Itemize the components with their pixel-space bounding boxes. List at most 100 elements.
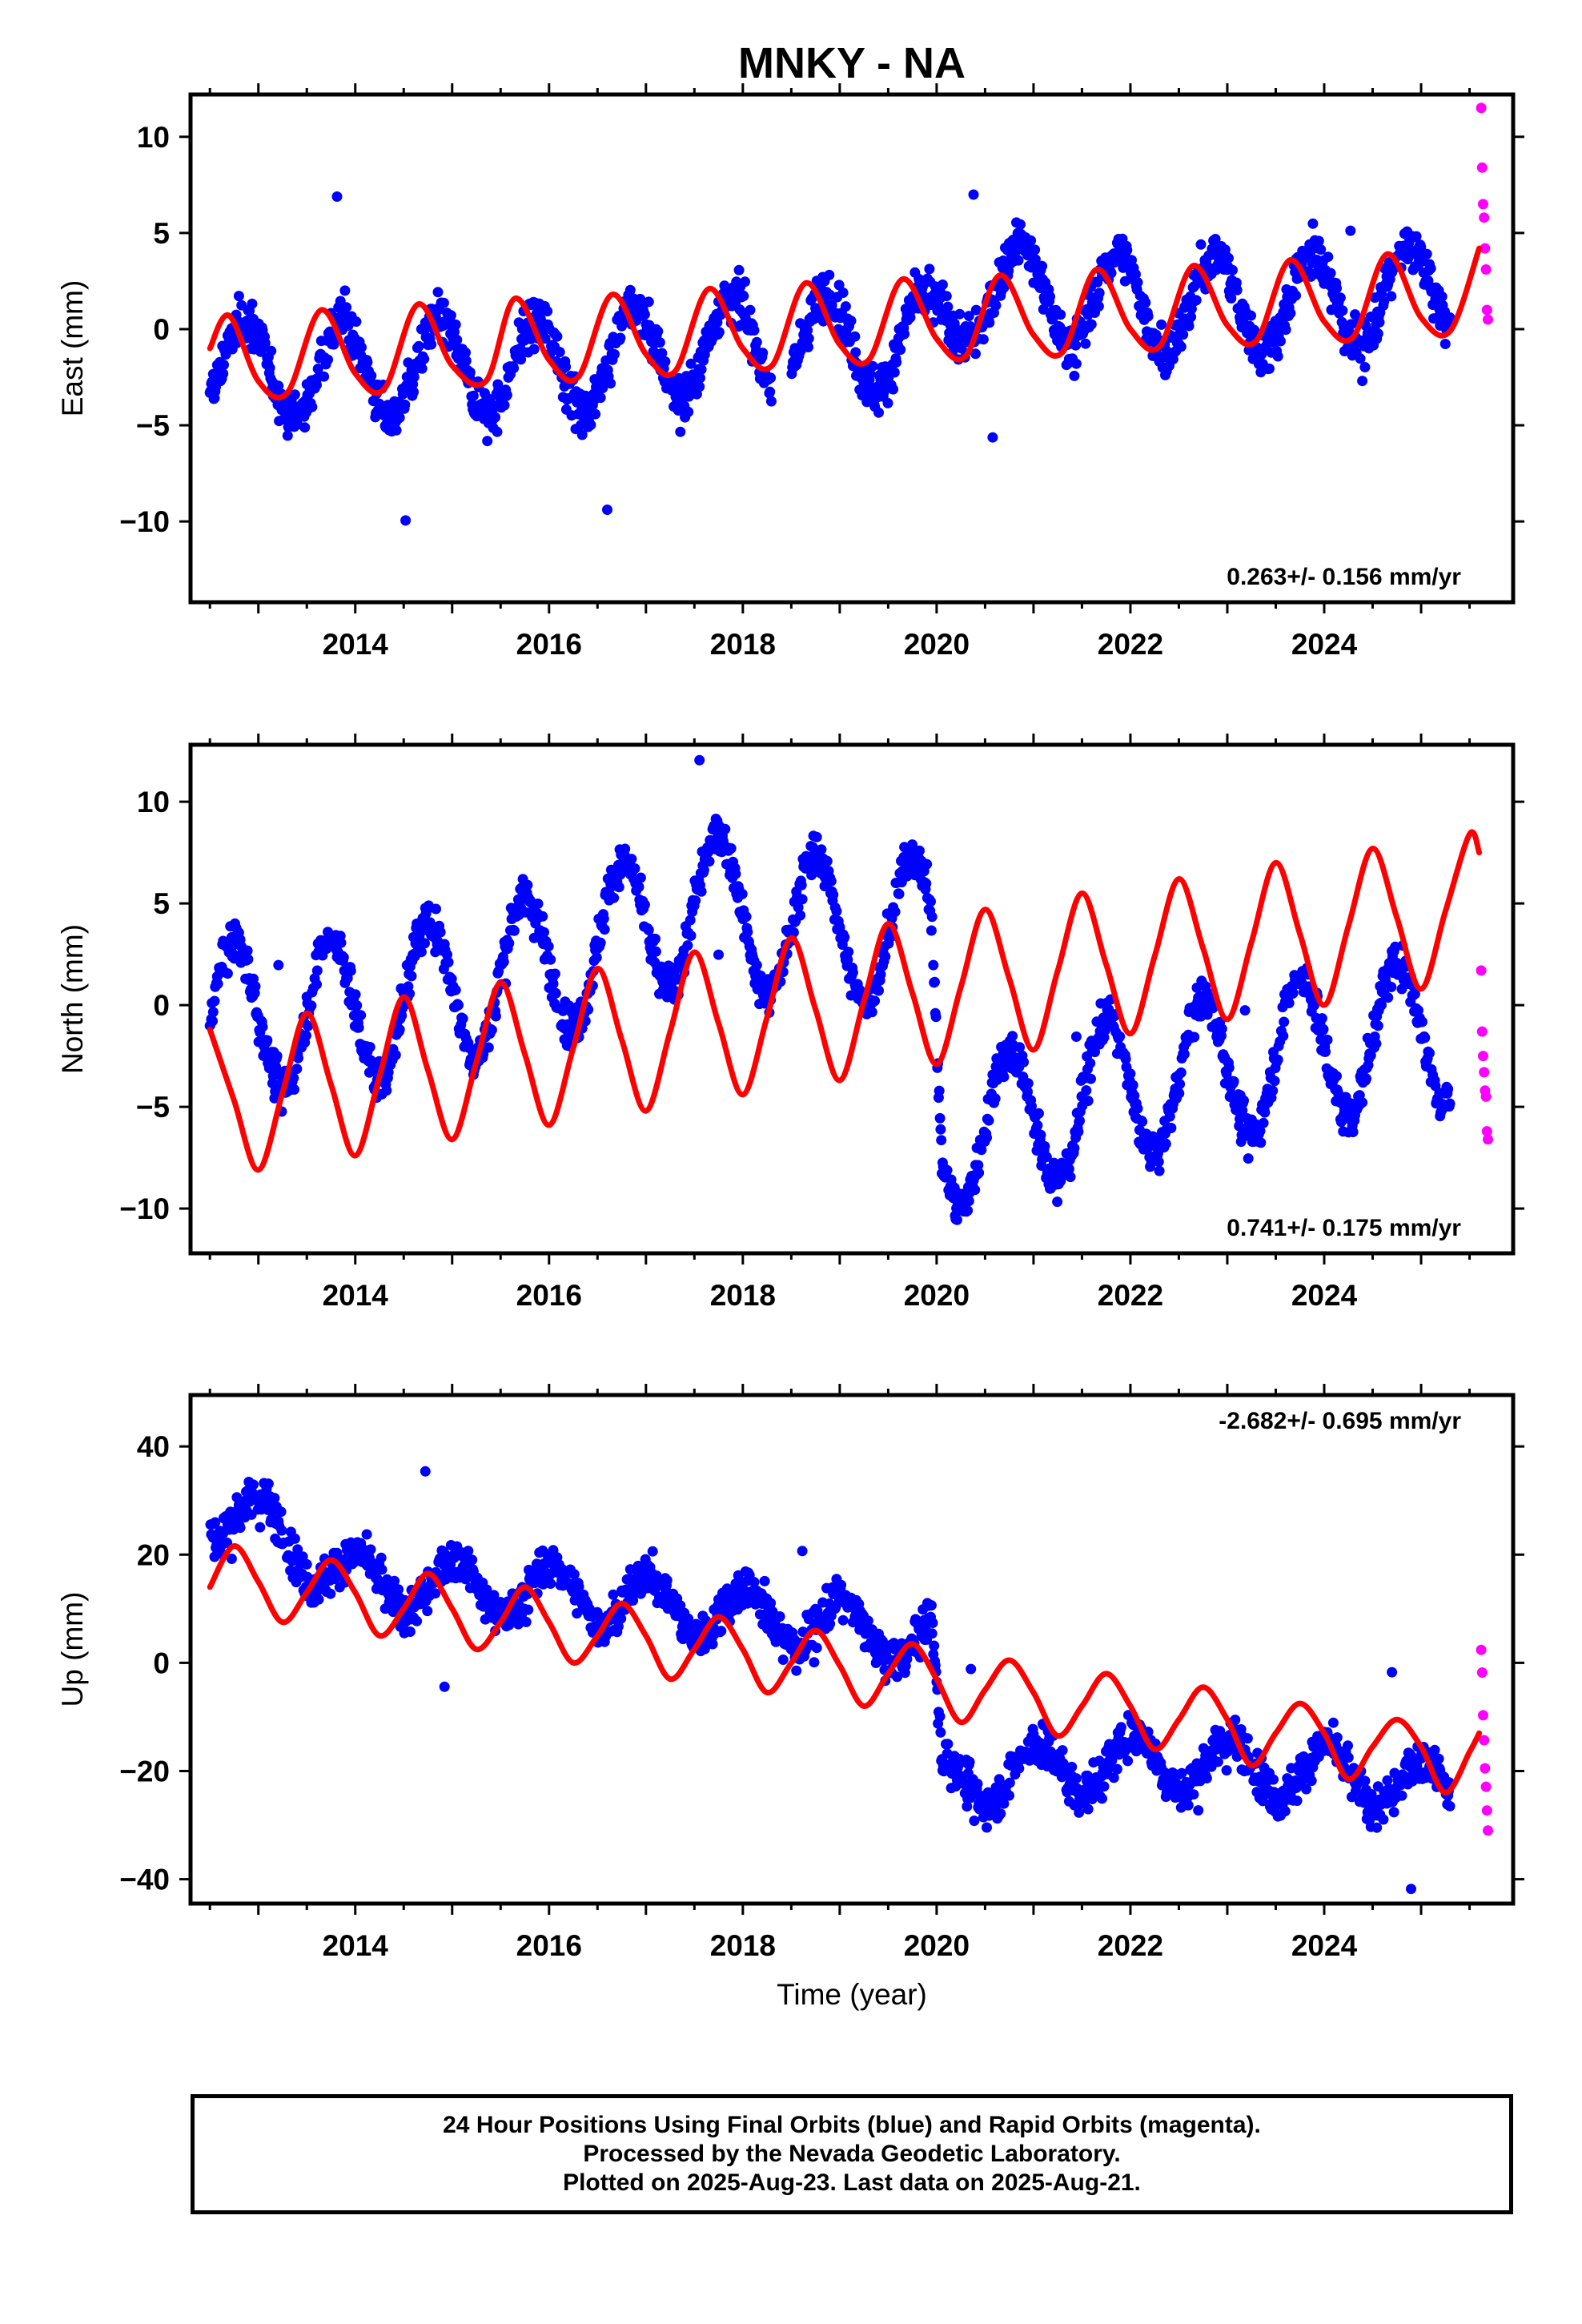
north-final-orbit-point — [796, 879, 807, 891]
north-final-orbit-point — [926, 911, 938, 923]
north-final-orbit-point — [1081, 1085, 1092, 1096]
east-final-orbit-point — [464, 367, 476, 378]
east-final-orbit-points — [204, 189, 1456, 526]
up-final-orbit-point — [934, 1711, 946, 1722]
east-final-orbit-point — [1374, 316, 1385, 328]
east-final-orbit-point — [1130, 269, 1141, 279]
east-final-orbit-point — [765, 386, 776, 397]
north-final-orbit-point — [650, 946, 661, 957]
up-final-orbit-point — [1331, 1732, 1343, 1743]
north-final-orbit-point — [311, 979, 322, 990]
up-final-orbit-point — [1097, 1793, 1107, 1804]
east-final-orbit-point — [1094, 287, 1105, 299]
up-final-orbit-point — [892, 1671, 903, 1683]
east-final-orbit-point — [840, 301, 851, 312]
north-final-orbit-point — [1034, 1108, 1044, 1119]
north-final-orbit-point — [539, 927, 549, 938]
east-final-orbit-point — [499, 400, 510, 411]
north-final-orbit-point — [998, 1072, 1010, 1083]
north-final-orbit-point — [1443, 1084, 1454, 1095]
east-rapid-orbit-point — [1481, 304, 1492, 316]
north-final-orbit-point — [788, 927, 799, 938]
east-final-orbit-point — [1337, 305, 1348, 316]
up-final-orbit-point — [275, 1506, 287, 1518]
north-final-orbit-point — [1073, 1126, 1084, 1137]
east-rapid-orbit-point — [1480, 264, 1492, 275]
north-final-orbit-point — [620, 843, 631, 854]
east-final-orbit-point — [1275, 336, 1286, 347]
east-final-orbit-point — [1411, 231, 1422, 242]
up-final-orbit-point — [297, 1551, 308, 1562]
up-final-orbit-point — [962, 1801, 973, 1812]
up-final-orbit-point — [809, 1657, 820, 1668]
east-final-orbit-point — [1323, 251, 1334, 263]
up-final-orbit-point — [1182, 1799, 1194, 1811]
east-final-orbit-point — [609, 348, 620, 360]
north-final-orbit-point — [839, 931, 850, 943]
up-final-orbit-point — [422, 1606, 433, 1617]
north-final-orbit-point — [926, 896, 936, 907]
north-final-orbit-point — [608, 892, 620, 903]
east-y-tick-label: −10 — [119, 505, 170, 538]
east-final-orbit-point — [1026, 235, 1037, 246]
east-final-orbit-point — [1030, 244, 1041, 255]
east-final-orbit-point — [1015, 219, 1026, 230]
up-final-orbit-point — [1070, 1773, 1082, 1784]
up-final-orbit-point — [1106, 1755, 1118, 1766]
north-final-orbit-point — [1386, 982, 1397, 992]
east-final-orbit-point — [984, 317, 995, 328]
east-final-orbit-point — [1386, 291, 1397, 302]
east-final-orbit-point — [482, 436, 493, 447]
east-model-fit-line — [207, 245, 1483, 400]
up-final-orbit-points — [205, 1466, 1456, 1895]
north-final-orbit-point — [973, 1160, 984, 1171]
up-final-orbit-point — [647, 1546, 658, 1557]
north-final-orbit-point — [242, 945, 253, 956]
north-final-orbit-point — [222, 968, 233, 979]
up-final-orbit-point — [1098, 1781, 1110, 1792]
up-final-orbit-point — [972, 1779, 983, 1789]
north-final-orbit-point — [1074, 1116, 1085, 1126]
up-final-orbit-point — [837, 1614, 849, 1626]
north-final-orbit-point — [1175, 1067, 1186, 1078]
east-y-axis-label: East (mm) — [56, 280, 89, 417]
up-final-orbit-point — [699, 1643, 710, 1655]
north-final-orbit-point — [548, 979, 559, 989]
east-x-tick-label: 2020 — [904, 628, 970, 661]
east-final-orbit-point — [963, 311, 974, 322]
east-final-orbit-point — [683, 406, 694, 417]
north-final-orbit-point — [257, 1021, 268, 1032]
up-final-orbit-point — [255, 1522, 266, 1533]
north-final-orbit-point — [1166, 1123, 1177, 1133]
north-final-orbit-point — [982, 1132, 992, 1144]
east-final-orbit-point — [460, 356, 472, 366]
east-final-orbit-point — [426, 339, 437, 350]
up-final-orbit-point — [935, 1727, 946, 1738]
east-final-orbit-point — [282, 430, 293, 441]
north-final-orbit-point — [970, 1184, 981, 1196]
north-final-orbit-point — [1178, 1048, 1190, 1059]
east-final-orbit-point — [1045, 291, 1055, 302]
east-y-tick-label: 10 — [137, 121, 170, 154]
north-final-orbit-point — [1154, 1165, 1165, 1176]
east-final-orbit-point — [1425, 263, 1436, 274]
east-final-orbit-point — [1231, 277, 1242, 288]
north-final-orbit-point — [741, 911, 752, 923]
north-final-orbit-point — [394, 1024, 405, 1035]
east-final-orbit-point — [617, 318, 628, 329]
east-final-orbit-point — [733, 264, 745, 275]
east-final-orbit-point — [595, 392, 606, 404]
north-final-orbit-point — [962, 1205, 974, 1216]
north-final-orbit-point — [486, 1024, 497, 1035]
up-final-orbit-point — [430, 1588, 441, 1599]
east-final-orbit-point — [1070, 358, 1082, 369]
east-final-orbit-point — [339, 285, 351, 296]
north-final-orbit-point — [1267, 1085, 1279, 1096]
up-final-orbit-point — [439, 1681, 450, 1692]
east-final-orbit-point — [1280, 324, 1291, 336]
north-final-orbit-point — [704, 856, 715, 867]
north-final-orbit-point — [1069, 1143, 1080, 1154]
up-final-orbit-point — [289, 1533, 300, 1544]
east-final-orbit-point — [891, 356, 902, 368]
north-final-orbit-point — [842, 954, 853, 965]
